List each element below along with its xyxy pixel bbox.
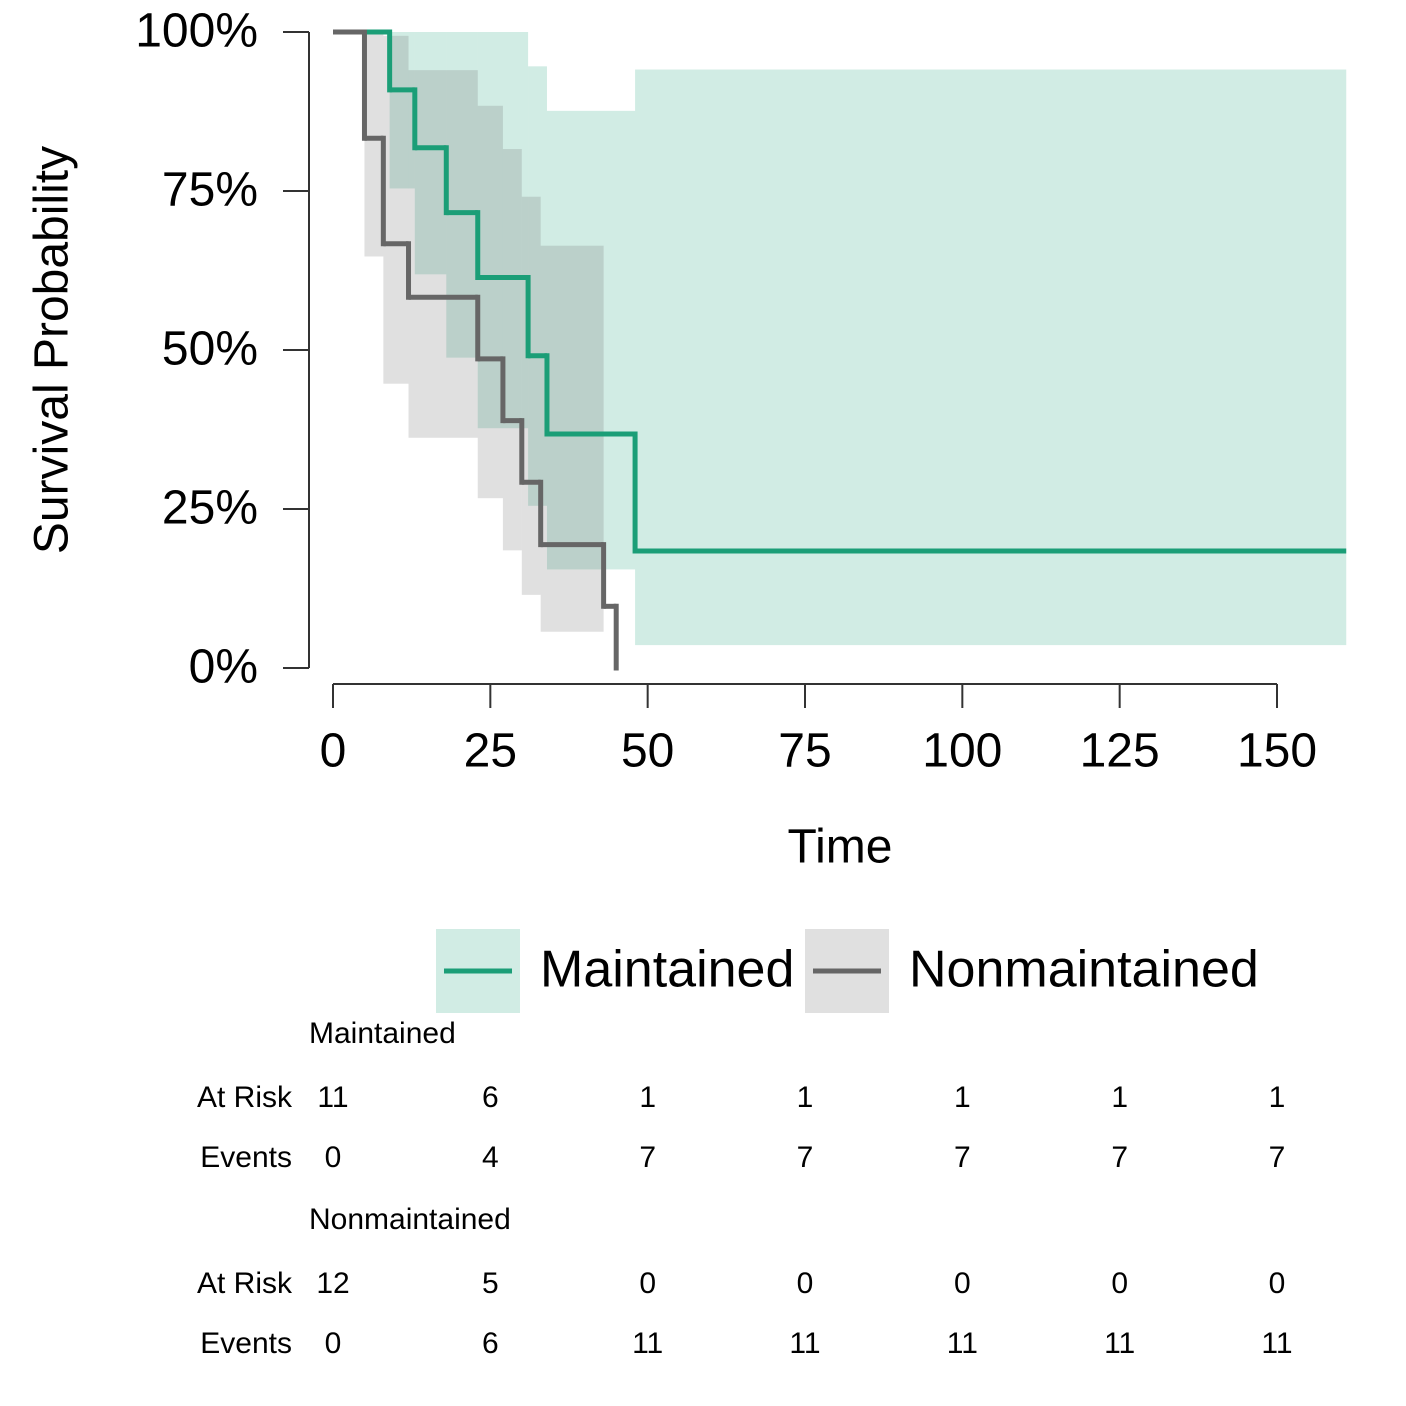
table-row-label: At Risk [197,1081,293,1114]
table-cell: 0 [639,1267,656,1300]
table-row-label: At Risk [197,1267,293,1300]
table-cell: 5 [482,1267,499,1300]
x-tick-label: 125 [1080,725,1160,778]
y-tick-label: 75% [162,164,258,217]
confidence-band [540,245,604,632]
table-cell: 1 [797,1081,814,1114]
table-cell: 11 [789,1327,820,1360]
y-tick-label: 50% [162,323,258,376]
table-cell: 6 [482,1327,499,1360]
y-tick-label: 0% [189,641,258,694]
table-cell: 1 [1111,1081,1128,1114]
lines [333,29,1347,671]
confidence-band [446,32,478,358]
confidence-band [635,69,1347,646]
table-cell: 7 [954,1141,971,1174]
confidence-band [477,105,503,499]
confidence-band [521,196,541,595]
x-tick-label: 75 [778,725,831,778]
legend-label: Maintained [540,941,794,999]
confidence-band [414,32,447,275]
table-cell: 0 [325,1141,342,1174]
table-cell: 11 [1261,1327,1292,1360]
table-cell: 7 [639,1141,656,1174]
table-cell: 4 [482,1141,499,1174]
x-tick-label: 0 [320,725,347,778]
table-cell: 11 [632,1327,663,1360]
x-tick-label: 25 [464,725,517,778]
table-cell: 7 [1111,1141,1128,1174]
table-cell: 0 [1111,1267,1128,1300]
table-cell: 0 [1269,1267,1286,1300]
table-cell: 0 [325,1327,342,1360]
legend-label: Nonmaintained [909,941,1259,999]
table-cell: 11 [317,1081,348,1114]
table-cell: 11 [947,1327,978,1360]
x-axis-label: Time [788,821,893,874]
table-cell: 1 [639,1081,656,1114]
confidence-band [389,32,415,189]
table-cell: 7 [1269,1141,1286,1174]
x-tick-label: 50 [621,725,674,778]
confidence-band [546,110,636,570]
table-cell: 0 [954,1267,971,1300]
confidence-band [364,32,384,257]
table-cell: 11 [1104,1327,1135,1360]
y-axis-label: Survival Probability [26,146,79,554]
table-cell: 1 [1269,1081,1286,1114]
table-cell: 6 [482,1081,499,1114]
table-cell: 7 [797,1141,814,1174]
y-tick-label: 100% [135,5,258,58]
confidence-band [383,35,409,384]
table-cell: 1 [954,1081,971,1114]
confidence-band [528,66,547,506]
x-tick-label: 150 [1237,725,1317,778]
table-group-title: Maintained [309,1017,456,1050]
table-row-label: Events [200,1141,292,1174]
table-cell: 12 [316,1267,349,1300]
table-row-label: Events [200,1327,292,1360]
confidence-band [408,70,478,438]
table-group-title: Nonmaintained [309,1203,511,1236]
axes: 0% 25% 50% 75% 100% 0 25 50 75 100 125 150 [135,5,1317,778]
table-cell: 0 [797,1267,814,1300]
confidence-band [502,149,522,551]
y-tick-label: 25% [162,482,258,535]
x-tick-label: 100 [922,725,1002,778]
legend: Maintained Nonmaintained [436,929,1259,1013]
